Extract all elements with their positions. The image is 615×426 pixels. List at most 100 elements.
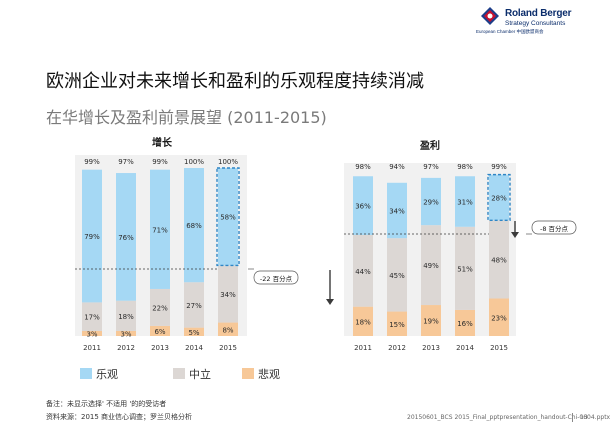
profit-bar-2015-label-0: 23%	[491, 314, 507, 322]
logo-brand-text: Roland Berger	[505, 8, 572, 19]
growth-callout-box	[253, 270, 299, 285]
profit-bar-2012-label-2: 34%	[389, 207, 405, 215]
profit-xtick-2011: 2011	[354, 344, 372, 352]
profit-bar-2013-seg-2	[421, 177, 441, 226]
document-reference: 20150601_BCS 2015_Final_pptpresentation_…	[407, 414, 611, 421]
down-arrow-icon-left-head	[326, 299, 334, 305]
growth-total-2015: 100%	[218, 158, 238, 166]
down-arrow-icon-right-head	[511, 232, 519, 238]
growth-total-2012: 97%	[118, 158, 134, 166]
growth-xtick-2014: 2014	[185, 344, 203, 352]
growth-bar-2014-label-2: 68%	[186, 222, 202, 230]
growth-bar-2011-label-0: 3%	[86, 330, 97, 338]
profit-xtick-2013: 2013	[422, 344, 440, 352]
legend-swatch-optimistic	[80, 368, 92, 379]
growth-bar-2012-label-0: 3%	[120, 330, 131, 338]
growth-bar-2014-seg-1	[184, 282, 204, 328]
growth-bar-2015-seg-0	[218, 322, 238, 336]
profit-bar-2014-label-2: 31%	[457, 199, 473, 207]
footnote-source: 资料来源：2015 商业信心调查；罗兰贝格分析	[46, 413, 193, 421]
profit-bar-2012-label-1: 45%	[389, 272, 405, 280]
profit-bar-2012-seg-0	[387, 311, 407, 336]
legend-label-neutral: 中立	[189, 368, 211, 381]
growth-bar-2012-seg-0	[116, 330, 136, 336]
profit-bar-2011-label-0: 18%	[355, 318, 371, 326]
growth-xtick-2013: 2013	[151, 344, 169, 352]
growth-bar-2014-label-0: 5%	[188, 329, 199, 337]
profit-chart-title: 盈利	[419, 139, 440, 152]
profit-bar-2014-label-1: 51%	[457, 265, 473, 273]
chart-legend: 乐观 中立 悲观	[0, 364, 615, 384]
growth-total-2011: 99%	[84, 158, 100, 166]
growth-bar-2012-label-1: 18%	[118, 313, 134, 321]
growth-xtick-2015: 2015	[219, 344, 237, 352]
profit-bar-2011-seg-0	[353, 306, 373, 336]
profit-bar-2015-label-1: 48%	[491, 256, 507, 264]
profit-bar-2013-label-1: 49%	[423, 262, 439, 270]
growth-bar-2015-seg-2	[218, 168, 238, 266]
profit-bar-2011-label-2: 36%	[355, 203, 371, 211]
page-title: 欧洲企业对未来增长和盈利的乐观程度持续消减	[46, 71, 424, 92]
profit-bar-2013-seg-0	[421, 305, 441, 336]
profit-bar-2013-label-2: 29%	[423, 199, 439, 207]
roland-berger-logo: Roland Berger Strategy Consultants Europ…	[476, 2, 601, 42]
profit-bar-2015-seg-2	[489, 174, 509, 221]
profit-xtick-2015: 2015	[490, 344, 508, 352]
page-subtitle: 在华增长及盈利前景展望 (2011-2015)	[46, 108, 327, 127]
growth-bar-2013-seg-0	[150, 325, 170, 336]
growth-bar-2014-seg-0	[184, 327, 204, 336]
profit-bar-2015-label-2: 28%	[491, 194, 507, 202]
growth-bar-2014-label-1: 27%	[186, 302, 202, 310]
profit-bar-2012-seg-2	[387, 182, 407, 239]
growth-bar-2011-label-2: 79%	[84, 233, 100, 241]
profit-bar-2011-seg-2	[353, 176, 373, 235]
profit-bar-2014-seg-0	[455, 309, 475, 336]
legend-swatch-neutral	[173, 368, 185, 379]
growth-bar-2012-label-2: 76%	[118, 234, 134, 242]
profit-bar-2011-seg-1	[353, 234, 373, 307]
page-number: 13	[580, 414, 588, 421]
growth-bar-2015-label-1: 34%	[220, 291, 236, 299]
profit-total-2015: 99%	[491, 163, 507, 171]
growth-bar-2013-seg-2	[150, 169, 170, 289]
profit-callout-box	[531, 220, 577, 235]
growth-bar-2011-label-1: 17%	[84, 314, 100, 322]
profit-bar-2012-seg-1	[387, 238, 407, 312]
growth-bar-2013-label-1: 22%	[152, 304, 168, 312]
profit-xtick-2012: 2012	[388, 344, 406, 352]
profit-bar-2012-label-0: 15%	[389, 321, 405, 329]
profit-callout-text: -8 百分点	[540, 224, 569, 233]
growth-bar-2011-seg-1	[82, 302, 102, 331]
growth-total-2014: 100%	[184, 158, 204, 166]
growth-bar-2013-label-0: 6%	[154, 328, 165, 336]
legend-label-optimistic: 乐观	[96, 368, 118, 381]
chamber-emblem-icon	[481, 7, 499, 25]
profit-total-2012: 94%	[389, 163, 405, 171]
profit-total-2014: 98%	[457, 163, 473, 171]
growth-bar-2015-label-0: 8%	[222, 326, 233, 334]
growth-total-2013: 99%	[152, 158, 168, 166]
footnote-note: 备注：未显示选择' 不适用 '的的受访者	[46, 400, 167, 408]
legend-swatch-pessimistic	[242, 368, 254, 379]
footer-separator	[572, 413, 573, 422]
profit-bar-2011-label-1: 44%	[355, 268, 371, 276]
growth-bar-2013-seg-1	[150, 288, 170, 326]
growth-bar-2014-seg-2	[184, 168, 204, 283]
profit-xtick-2014: 2014	[456, 344, 474, 352]
profit-bar-2013-seg-1	[421, 225, 441, 306]
profit-bar-2015-seg-0	[489, 298, 509, 336]
growth-bar-2015-seg-1	[218, 265, 238, 323]
growth-bar-2013-label-2: 71%	[152, 226, 168, 234]
growth-bar-2012-seg-1	[116, 300, 136, 331]
growth-bar-2011-seg-0	[82, 330, 102, 336]
profit-highlight-box	[487, 173, 511, 221]
logo-subtitle-text: Strategy Consultants	[505, 20, 566, 27]
growth-bar-2015-label-2: 58%	[220, 214, 236, 222]
growth-highlight-box	[216, 167, 240, 267]
profit-total-2011: 98%	[355, 163, 371, 171]
legend-label-pessimistic: 悲观	[258, 368, 280, 381]
growth-xtick-2012: 2012	[117, 344, 135, 352]
growth-callout-text: -22 百分点	[260, 274, 293, 283]
growth-chart-title: 增长	[152, 136, 173, 149]
